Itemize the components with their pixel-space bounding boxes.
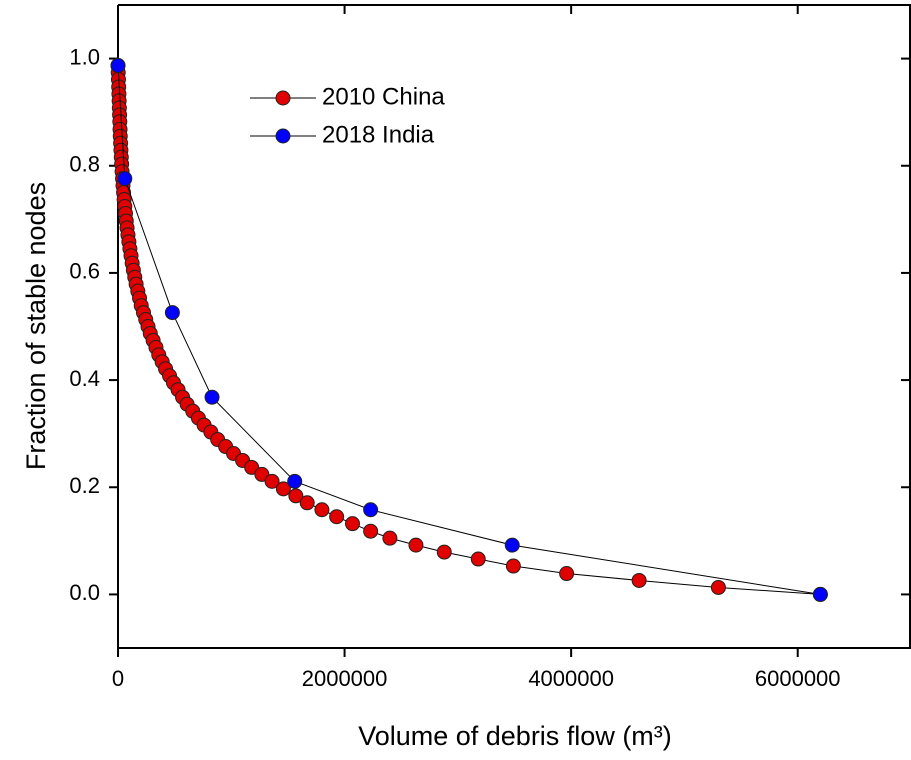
data-point — [288, 488, 304, 504]
data-point — [244, 459, 260, 475]
data-point — [363, 502, 379, 518]
y-tick-label: 0.6 — [69, 259, 100, 284]
x-tick-label: 4000000 — [528, 666, 614, 691]
data-point — [382, 530, 398, 546]
data-point — [287, 473, 303, 489]
data-point — [264, 473, 280, 489]
y-tick-label: 0.0 — [69, 580, 100, 605]
data-point — [812, 586, 828, 602]
data-point — [117, 171, 133, 187]
data-point — [559, 566, 575, 582]
data-point — [408, 537, 424, 553]
legend-label: 2010 China — [322, 83, 445, 110]
data-point — [631, 572, 647, 588]
data-point — [254, 466, 270, 482]
y-tick-label: 1.0 — [69, 44, 100, 69]
data-point — [204, 389, 220, 405]
data-point — [470, 551, 486, 567]
data-point — [299, 495, 315, 511]
data-point — [329, 509, 345, 525]
x-axis-title: Volume of debris flow (m³) — [358, 721, 672, 751]
data-point — [436, 544, 452, 560]
data-point — [275, 481, 291, 497]
data-point — [710, 579, 726, 595]
legend-marker — [275, 90, 291, 106]
data-point — [363, 523, 379, 539]
x-tick-label: 6000000 — [755, 666, 841, 691]
y-tick-label: 0.8 — [69, 152, 100, 177]
series-line — [117, 65, 821, 595]
data-point — [345, 516, 361, 532]
legend-label: 2018 India — [322, 121, 435, 148]
y-tick-label: 0.4 — [69, 366, 100, 391]
data-point — [164, 305, 180, 321]
data-point — [314, 502, 330, 518]
data-point — [504, 537, 520, 553]
y-tick-label: 0.2 — [69, 473, 100, 498]
series-line — [117, 65, 821, 595]
x-tick-label: 2000000 — [302, 666, 388, 691]
y-axis-title: Fraction of stable nodes — [21, 182, 51, 470]
data-point — [110, 58, 126, 74]
legend-marker — [275, 128, 291, 144]
x-tick-label: 0 — [112, 666, 124, 691]
data-point — [505, 558, 521, 574]
